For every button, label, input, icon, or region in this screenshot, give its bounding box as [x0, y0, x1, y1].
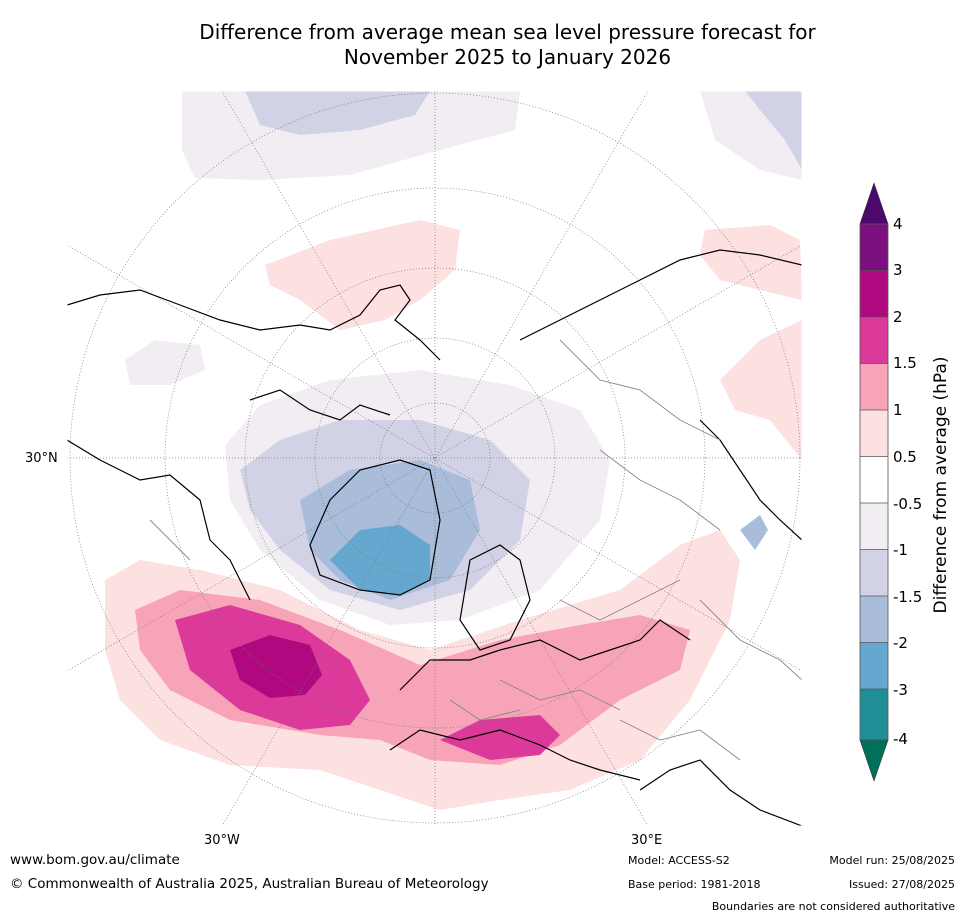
positive-anomaly-north-pacific — [265, 220, 460, 330]
map-panel — [67, 91, 802, 826]
colorbar-band-neg2-neg3 — [860, 642, 888, 689]
colorbar-tick-label: -4 — [893, 730, 908, 748]
coast-asia-east — [699, 419, 802, 541]
colorbar-band-neg1-neg1.5 — [860, 549, 888, 596]
colorbar-tick-label: 4 — [893, 215, 903, 233]
colorbar-tick-label: -1.5 — [893, 588, 923, 606]
negative-anomaly-top-right-inner — [745, 91, 802, 170]
positive-anomaly-europe-1.5 — [440, 715, 560, 760]
colorbar-title: Difference from average (hPa) — [931, 356, 951, 614]
website-link[interactable]: www.bom.gov.au/climate — [10, 852, 180, 868]
coast-siberia — [519, 249, 802, 341]
colorbar-band-neutral — [860, 456, 888, 503]
negative-anomaly-top-left-inner — [245, 91, 430, 135]
colorbar-band-neg3-neg4 — [860, 689, 888, 740]
colorbar-tick-label: -2 — [893, 634, 908, 652]
coast-north-america — [67, 284, 441, 361]
lon-label-30e: 30°E — [631, 833, 663, 848]
colorbar-upper-arrow — [859, 182, 889, 225]
coast-alaska-west — [67, 439, 251, 601]
negative-anomaly-alaska — [125, 340, 205, 385]
coast-canada-arctic — [249, 389, 391, 421]
chart-title: Difference from average mean sea level p… — [0, 20, 965, 70]
colorbar-tick-label: -0.5 — [893, 495, 923, 513]
graticule — [67, 91, 802, 826]
model-name: Model: ACCESS-S2 — [628, 854, 730, 867]
colorbar-tick-label: -1 — [893, 541, 908, 559]
colorbar-band-3-4 — [860, 224, 888, 271]
colorbar-tick-label: -3 — [893, 681, 908, 699]
colorbar-tick-label: 1.5 — [893, 354, 917, 372]
colorbar-band-1-1.5 — [860, 363, 888, 410]
coast-mediterranean — [389, 729, 641, 781]
anomaly-fills — [105, 91, 802, 810]
model-run: Model run: 25/08/2025 — [829, 854, 955, 867]
negative-anomaly-greenland-3 — [330, 525, 430, 595]
positive-anomaly-atlantic-2 — [230, 635, 322, 698]
colorbar — [859, 182, 889, 782]
lon-label-30w: 30°W — [204, 833, 240, 848]
title-line-2: November 2025 to January 2026 — [343, 45, 672, 69]
coast-greenland — [309, 459, 441, 596]
base-period: Base period: 1981-2018 — [628, 878, 761, 891]
country-boundaries — [149, 339, 802, 761]
colorbar-band-neg0.5-neg1 — [860, 503, 888, 550]
negative-anomaly-japan — [740, 515, 768, 550]
lat-label-30n: 30°N — [25, 451, 58, 466]
coastlines — [67, 249, 802, 826]
title-line-1: Difference from average mean sea level p… — [199, 20, 816, 44]
map-frame — [66, 90, 803, 827]
colorbar-band-neg1.5-neg2 — [860, 596, 888, 643]
coast-africa — [639, 759, 802, 826]
colorbar-tick-label: 0.5 — [893, 448, 917, 466]
colorbar-band-2-3 — [860, 270, 888, 317]
colorbar-band-1.5-2 — [860, 317, 888, 364]
positive-anomaly-east-asia — [720, 320, 802, 460]
issued-date: Issued: 27/08/2025 — [848, 878, 955, 891]
colorbar-lower-arrow — [859, 739, 889, 782]
colorbar-band-0.5-1 — [860, 410, 888, 457]
colorbar-tick-label: 1 — [893, 401, 903, 419]
colorbar-tick-label: 3 — [893, 261, 903, 279]
coast-scandinavia — [459, 544, 531, 651]
colorbar-tick-label: 2 — [893, 308, 903, 326]
boundaries-disclaimer: Boundaries are not considered authoritat… — [711, 900, 955, 913]
positive-anomaly-siberia — [700, 225, 802, 300]
copyright-text: © Commonwealth of Australia 2025, Austra… — [10, 876, 489, 892]
colorbar-outline — [859, 223, 889, 741]
coast-europe — [399, 619, 691, 691]
